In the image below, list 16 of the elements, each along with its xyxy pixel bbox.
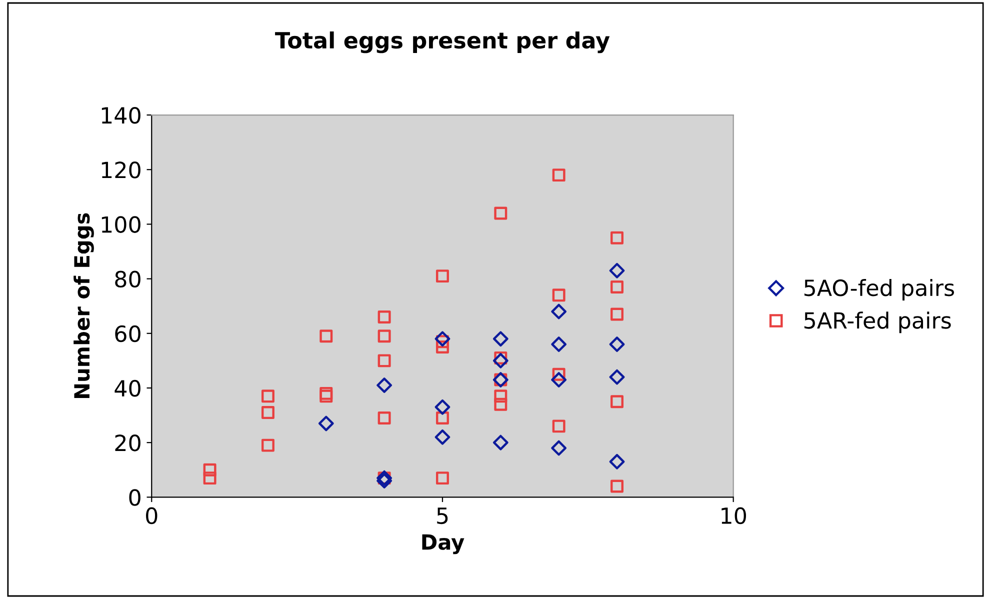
x-tick-label: 10 — [722, 507, 746, 524]
y-tick-label: 120 — [102, 162, 140, 178]
y-tick-label: 40 — [114, 380, 140, 397]
x-axis-title: Day — [422, 534, 464, 554]
y-tick-label: 60 — [115, 325, 140, 342]
chart-title: Total eggs present per day — [275, 31, 610, 54]
x-tick-label: 0 — [146, 507, 158, 524]
x-tick-label: 5 — [437, 508, 448, 524]
legend-label: 5AR-fed pairs — [804, 312, 951, 334]
y-tick-label: 0 — [129, 489, 140, 506]
y-tick-label: 20 — [115, 434, 140, 452]
y-tick-label: 80 — [115, 270, 140, 288]
y-tick-label: 100 — [102, 216, 140, 233]
y-axis-title: Number of Eggs — [74, 213, 94, 398]
y-tick-label: 140 — [102, 106, 140, 124]
legend-label: 5AO-fed pairs — [804, 279, 954, 301]
